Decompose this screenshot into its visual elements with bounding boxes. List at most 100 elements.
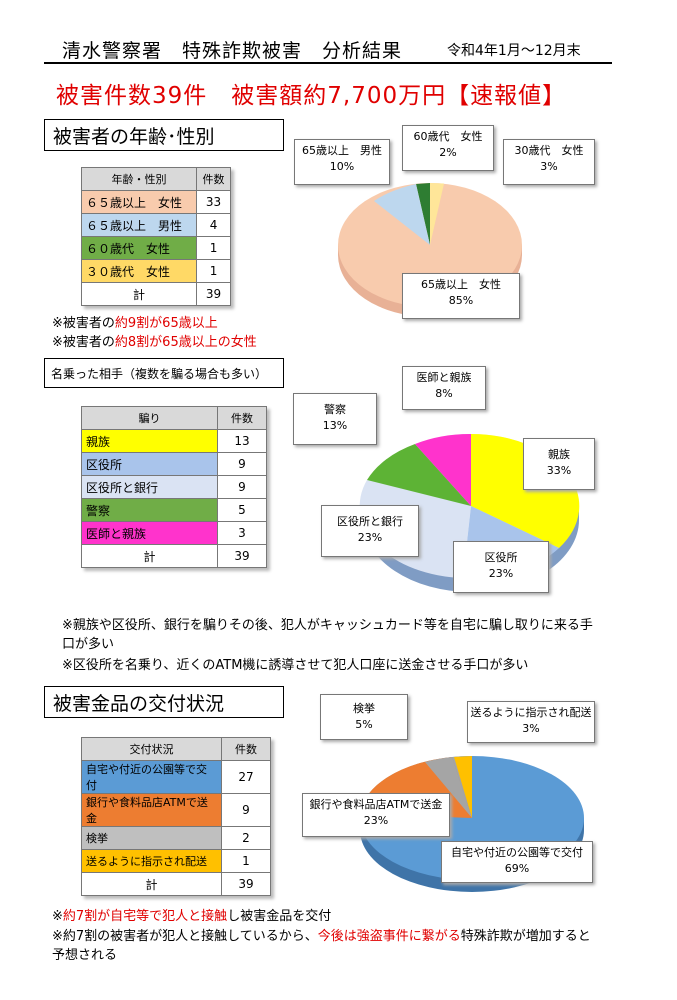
- note-emphasis: 今後は強盗事件に繋がる: [317, 929, 461, 944]
- table-total-row: 計 39: [81, 872, 271, 896]
- impersonation-note-2: ※区役所を名乗り、近くのATM機に誘導させて犯人口座に送金させる手口が多い: [62, 658, 529, 673]
- pie-slice-arrest-main: [425, 757, 472, 818]
- table-row: ３０歳代 女性 1: [80, 259, 231, 283]
- pie-label-ward-bank: 区役所と銀行 23%: [321, 505, 419, 557]
- row-label: 警察: [81, 498, 218, 522]
- column-header: 件数: [221, 737, 271, 761]
- label-name: 警察: [324, 403, 346, 416]
- pie-label-atm: 銀行や食料品店ATMで送金 23%: [302, 793, 450, 837]
- label-pct: 13%: [322, 419, 348, 432]
- row-count: 27: [221, 760, 271, 794]
- label-name: 65歳以上 女性: [421, 278, 501, 291]
- row-count: 9: [217, 452, 267, 476]
- impersonation-note-1: ※親族や区役所、銀行を騙りその後、犯人がキャッシュカード等を自宅に騙し取りに来る…: [62, 618, 593, 652]
- label-name: 30歳代 女性: [514, 144, 584, 157]
- label-pct: 33%: [546, 464, 572, 477]
- pie-slice-shipping: [454, 756, 472, 818]
- note-text: ※: [52, 909, 63, 924]
- row-label: 検挙: [81, 826, 222, 850]
- row-count: 4: [196, 213, 231, 237]
- row-count: 3: [217, 521, 267, 545]
- table-row: 自宅や付近の公園等で交付 27: [81, 760, 271, 794]
- table-row: 送るように指示され配送 1: [81, 849, 271, 873]
- pie-slice-60s-female: [416, 183, 430, 245]
- pie-label-relative: 親族 33%: [523, 438, 595, 490]
- label-pct: 23%: [488, 567, 514, 580]
- label-name: 送るように指示され配送: [470, 706, 592, 719]
- pie-label-60s-female: 60歳代 女性 2%: [402, 125, 494, 171]
- headline: 被害件数39件 被害額約7,700万円【速報値】: [56, 83, 567, 109]
- note-emphasis: 約8割が65歳以上の女性: [114, 335, 257, 350]
- label-pct: 2%: [439, 146, 457, 159]
- row-label: 自宅や付近の公園等で交付: [81, 760, 222, 794]
- delivery-table: 交付状況 件数 自宅や付近の公園等で交付 27 銀行や食料品店ATMで送金 9 検挙 2…: [81, 737, 271, 896]
- total-count: 39: [221, 872, 271, 896]
- document-title: 清水警察署 特殊詐欺被害 分析結果: [62, 40, 403, 62]
- victims-note-2: ※被害者の約8割が65歳以上の女性: [52, 333, 257, 352]
- section-title-delivery: 被害金品の交付状況: [44, 686, 284, 718]
- pie-label-65-female: 65歳以上 女性 85%: [402, 273, 520, 319]
- table-row: 医師と親族 3: [81, 521, 267, 545]
- row-label: ６５歳以上 男性: [80, 213, 198, 237]
- row-count: 1: [221, 849, 271, 873]
- pie-label-home: 自宅や付近の公園等で交付 69%: [441, 841, 593, 883]
- row-label: 親族: [81, 429, 218, 453]
- row-count: 1: [196, 236, 231, 260]
- total-label: 計: [81, 544, 218, 568]
- row-label: 区役所と銀行: [81, 475, 218, 499]
- table-row: 親族 13: [81, 429, 267, 453]
- column-header: 件数: [196, 167, 231, 191]
- section-title-impersonation: 名乗った相手（複数を騙る場合も多い）: [44, 358, 284, 388]
- column-header: 騙り: [81, 406, 218, 430]
- total-count: 39: [217, 544, 267, 568]
- label-name: 区役所: [484, 551, 518, 564]
- victims-pie-chart: [338, 183, 522, 317]
- impersonation-table: 騙り 件数 親族 13 区役所 9 区役所と銀行 9 警察 5 医師と親族 3 計 39: [81, 406, 267, 568]
- note-text: ※約7割の被害者が犯人と接触しているから、: [52, 929, 318, 944]
- note-text: ※被害者の: [52, 335, 115, 350]
- label-pct: 8%: [435, 387, 453, 400]
- table-row: ６５歳以上 女性 33: [80, 190, 231, 214]
- note-emphasis: 約7割が自宅等で犯人と接触: [62, 909, 228, 924]
- delivery-note-2: ※約7割の被害者が犯人と接触しているから、今後は強盗事件に繋がる特殊詐欺が増加す…: [52, 927, 592, 965]
- table-row: ６０歳代 女性 1: [80, 236, 231, 260]
- pie-label-police: 警察 13%: [293, 393, 377, 445]
- victims-table: 年齢・性別 件数 ６５歳以上 女性 33 ６５歳以上 男性 4 ６０歳代 女性 1 ３０…: [80, 167, 231, 306]
- period: 令和4年1月～12月末: [447, 43, 581, 59]
- column-header: 交付状況: [81, 737, 222, 761]
- total-label: 計: [81, 872, 222, 896]
- pie-slice-police: [367, 444, 471, 506]
- victims-note-1: ※被害者の約9割が65歳以上: [52, 314, 218, 333]
- label-pct: 23%: [357, 531, 383, 544]
- row-count: 2: [221, 826, 271, 850]
- pie-slice-doctor-relative: [415, 433, 471, 506]
- pie-slice-30s-female: [430, 183, 444, 245]
- column-header: 年齢・性別: [80, 167, 198, 191]
- row-count: 5: [217, 498, 267, 522]
- row-count: 13: [217, 429, 267, 453]
- label-name: 医師と親族: [416, 371, 472, 384]
- label-pct: 5%: [355, 718, 373, 731]
- table-row: 検挙 2: [81, 826, 271, 850]
- label-pct: 23%: [363, 814, 389, 827]
- row-label: ３０歳代 女性: [80, 259, 198, 283]
- delivery-note-1: ※約7割が自宅等で犯人と接触し被害金品を交付: [52, 907, 331, 926]
- label-name: 検挙: [353, 702, 375, 715]
- section-title-victims: 被害者の年齢･性別: [44, 119, 284, 151]
- row-label: ６５歳以上 女性: [80, 190, 198, 214]
- table-total-row: 計 39: [80, 282, 231, 306]
- label-name: 銀行や食料品店ATMで送金: [309, 798, 443, 811]
- note-text: ※被害者の: [52, 316, 115, 331]
- total-label: 計: [80, 282, 198, 306]
- label-pct: 3%: [540, 160, 558, 173]
- row-label: 送るように指示され配送: [81, 849, 222, 873]
- row-label: 医師と親族: [81, 521, 218, 545]
- row-count: 9: [221, 793, 271, 827]
- row-count: 9: [217, 475, 267, 499]
- label-pct: 10%: [329, 160, 355, 173]
- pie-label-arrest: 検挙 5%: [320, 694, 408, 740]
- note-text: 特殊詐欺が増加すると予想される: [52, 929, 591, 963]
- row-count: 33: [196, 190, 231, 214]
- table-row: ６５歳以上 男性 4: [80, 213, 231, 237]
- label-name: 60歳代 女性: [413, 130, 483, 143]
